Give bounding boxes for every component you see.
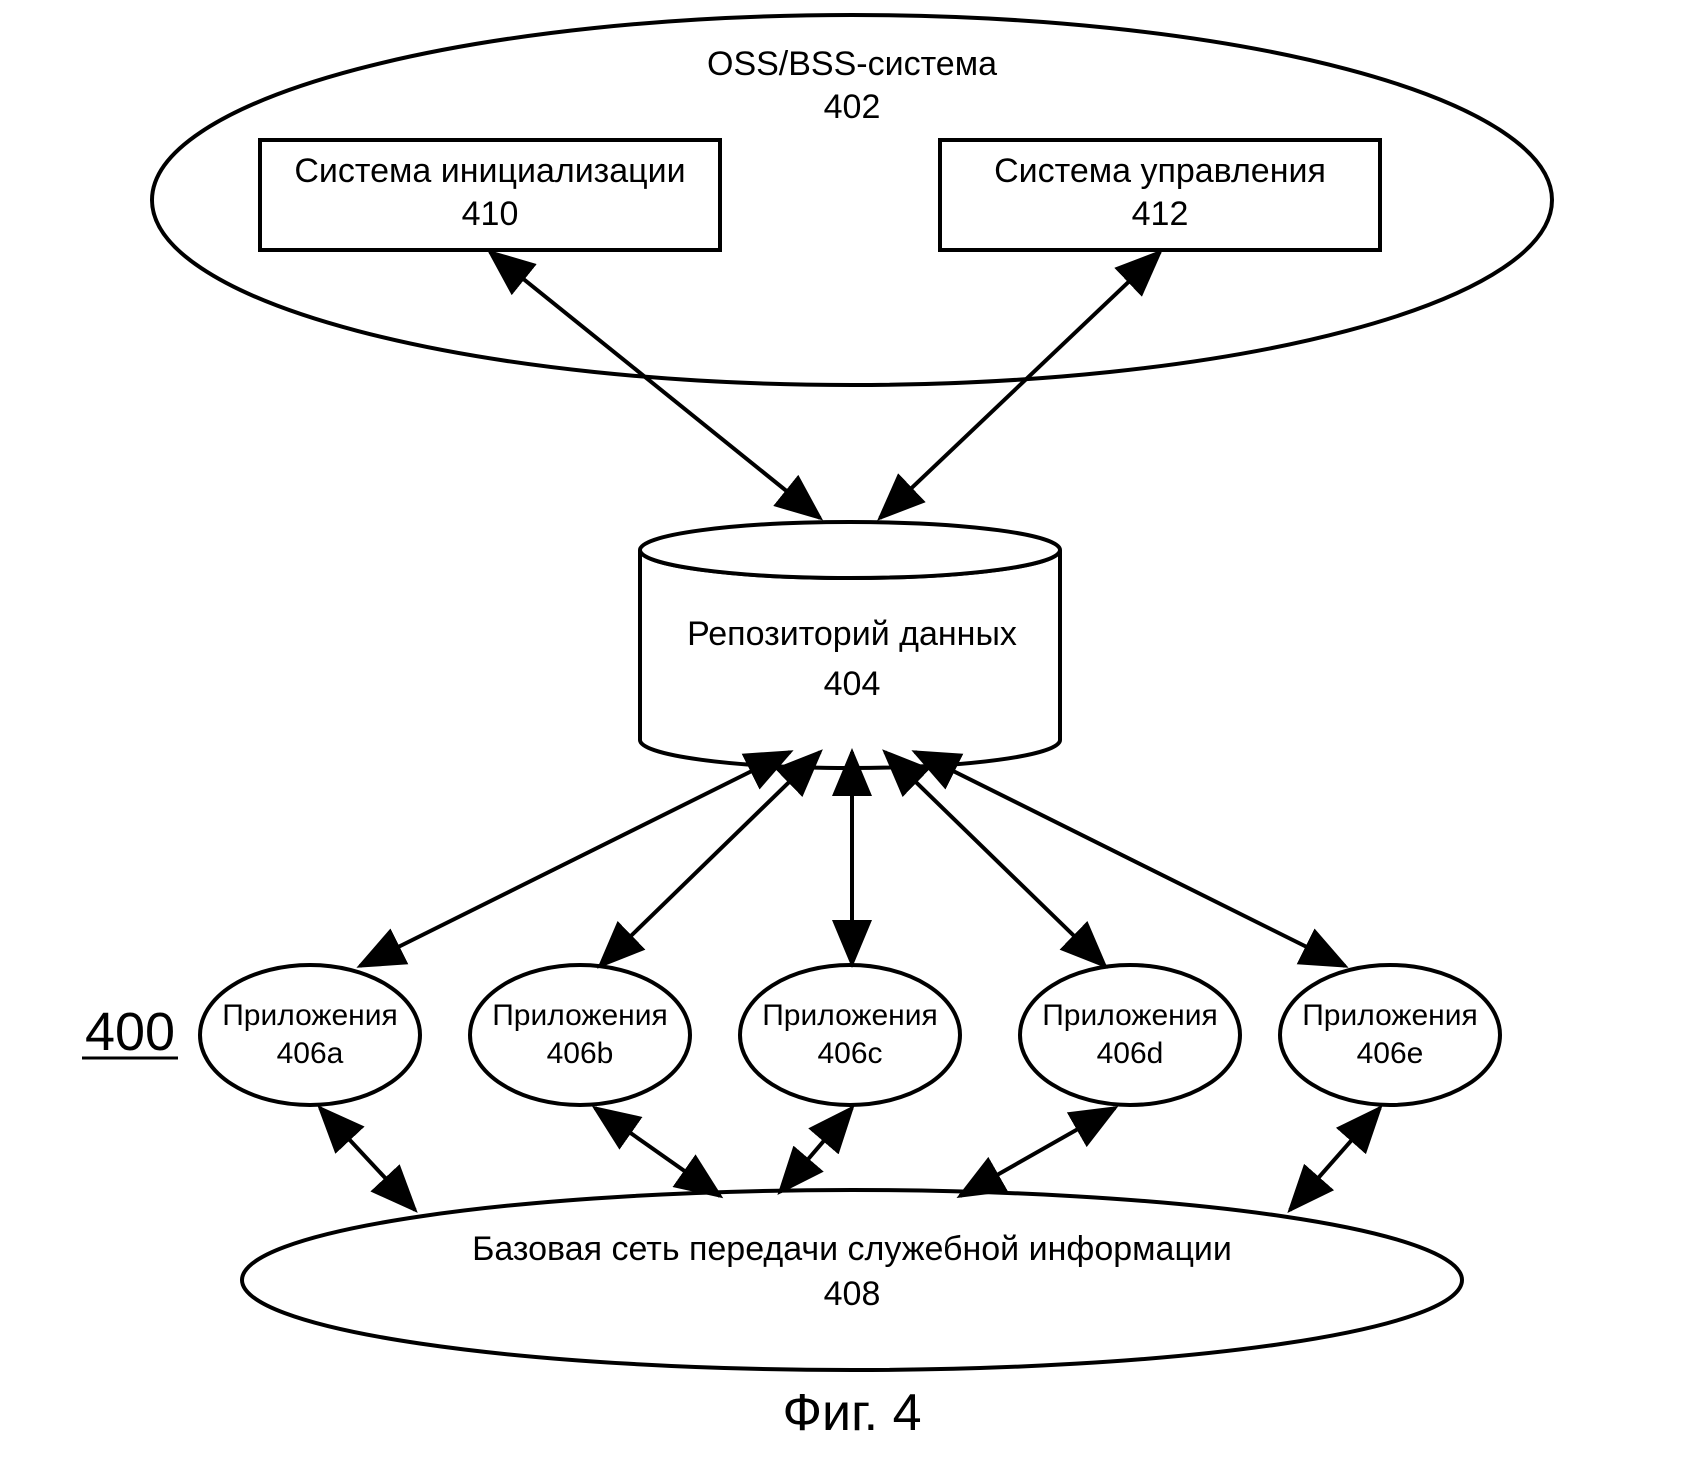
svg-text:404: 404 [824, 665, 881, 703]
data-repository: Репозиторий данных 404 [640, 522, 1060, 768]
application-406a: Приложения 406a [200, 965, 420, 1105]
svg-text:Базовая сеть передачи служебно: Базовая сеть передачи служебной информац… [472, 1230, 1232, 1268]
edge-406b-core [595, 1108, 720, 1196]
svg-text:406e: 406e [1357, 1037, 1424, 1070]
application-406d: Приложения 406d [1020, 965, 1240, 1105]
svg-text:Репозиторий данных: Репозиторий данных [687, 615, 1017, 653]
edge-406c-core [780, 1108, 852, 1192]
svg-text:Приложения: Приложения [1302, 999, 1478, 1032]
edge-repo-406b [600, 752, 820, 966]
svg-text:402: 402 [824, 88, 881, 126]
edge-repo-406d [885, 752, 1105, 966]
svg-text:410: 410 [462, 195, 519, 233]
svg-text:408: 408 [824, 1275, 881, 1313]
svg-text:406d: 406d [1097, 1037, 1164, 1070]
figure-ref-label: 400 [82, 1002, 178, 1062]
svg-text:Система инициализации: Система инициализации [294, 152, 685, 190]
edge-406e-core [1290, 1108, 1380, 1210]
application-406c: Приложения 406c [740, 965, 960, 1105]
figure-caption: Фиг. 4 [782, 1384, 921, 1442]
svg-text:Система управления: Система управления [994, 152, 1326, 190]
edge-repo-406a [360, 752, 790, 966]
edge-406d-core [960, 1108, 1115, 1196]
diagram-root: OSS/BSS-система 402 Система инициализации 4… [0, 0, 1704, 1470]
application-406e: Приложения 406e [1280, 965, 1500, 1105]
svg-text:Приложения: Приложения [1042, 999, 1218, 1032]
diagram-svg: OSS/BSS-система 402 Система инициализации 4… [0, 0, 1704, 1465]
svg-text:406b: 406b [547, 1037, 614, 1070]
svg-text:Приложения: Приложения [762, 999, 938, 1032]
svg-text:406a: 406a [277, 1037, 344, 1070]
application-406b: Приложения 406b [470, 965, 690, 1105]
svg-text:OSS/BSS-система: OSS/BSS-система [707, 45, 997, 83]
initialization-system: Система инициализации 410 [260, 140, 720, 250]
svg-text:412: 412 [1132, 195, 1189, 233]
svg-text:406c: 406c [817, 1037, 882, 1070]
core-service-network: Базовая сеть передачи служебной информац… [242, 1190, 1462, 1370]
svg-text:Приложения: Приложения [222, 999, 398, 1032]
svg-text:400: 400 [85, 1002, 175, 1062]
edge-406a-core [320, 1108, 415, 1210]
edge-repo-406e [915, 752, 1345, 966]
management-system: Система управления 412 [940, 140, 1380, 250]
svg-text:Приложения: Приложения [492, 999, 668, 1032]
